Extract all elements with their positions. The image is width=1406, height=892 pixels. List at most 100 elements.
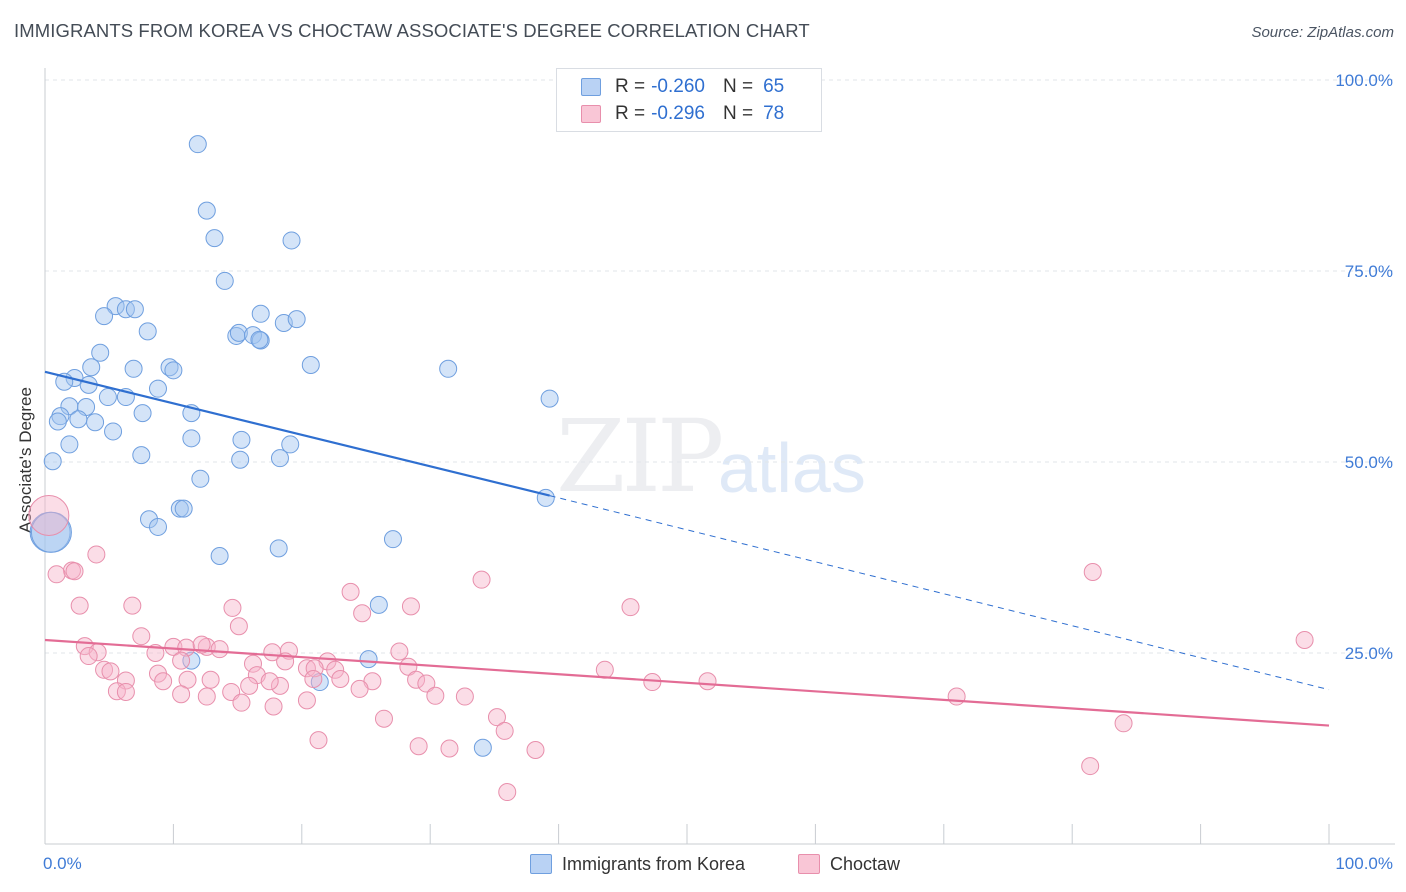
y-tick-label: 50.0% [1345, 453, 1393, 472]
choctaw-point [79, 647, 98, 666]
korea-point [250, 330, 269, 349]
choctaw-point [350, 679, 369, 698]
choctaw-point [455, 687, 474, 706]
choctaw-point [172, 685, 191, 704]
choctaw-point [70, 596, 89, 615]
korea-trendline-extension [549, 495, 1330, 691]
chart-title: IMMIGRANTS FROM KOREA VS CHOCTAW ASSOCIA… [14, 20, 810, 41]
korea-point [210, 546, 229, 565]
korea-point [540, 389, 559, 408]
choctaw-point [232, 693, 251, 712]
x-tick-label: 0.0% [43, 854, 82, 873]
korea-point [86, 413, 105, 432]
korea-point [282, 231, 301, 250]
korea-point [148, 379, 167, 398]
korea-point [106, 297, 125, 316]
choctaw-point [417, 674, 436, 693]
choctaw-point [65, 562, 84, 581]
choctaw-point [409, 737, 428, 756]
choctaw-point [472, 570, 491, 589]
korea-point [170, 499, 189, 518]
korea-point [91, 343, 110, 362]
legend-n-value: 65 [763, 76, 785, 97]
korea-point [60, 435, 79, 454]
choctaw-point [87, 545, 106, 564]
choctaw-point [1083, 563, 1102, 582]
y-tick-label: 75.0% [1345, 262, 1393, 281]
choctaw-point [304, 669, 323, 688]
legend-swatch-choctaw [581, 105, 601, 123]
choctaw-point [1295, 631, 1314, 650]
choctaw-point [192, 635, 211, 654]
korea-point [138, 322, 157, 341]
korea-point [132, 446, 151, 465]
korea-point [133, 404, 152, 423]
choctaw-point [244, 654, 263, 673]
choctaw-point [495, 721, 514, 740]
choctaw-point [172, 651, 191, 670]
choctaw-point [331, 669, 350, 688]
legend-row-choctaw: R = -0.296 N = 78 [581, 103, 784, 125]
watermark-zip: ZIP [556, 398, 724, 515]
choctaw-point [401, 597, 420, 616]
choctaw-point [240, 676, 259, 695]
choctaw-point [264, 697, 283, 716]
korea-point [48, 412, 67, 431]
korea-point [197, 201, 216, 220]
bottom-legend-choctaw[interactable]: Choctaw [798, 852, 900, 876]
choctaw-point [526, 741, 545, 760]
choctaw-point [374, 709, 393, 728]
korea-point [270, 449, 289, 468]
bottom-legend-swatch-choctaw [798, 854, 820, 874]
watermark-atlas: atlas [718, 429, 866, 507]
choctaw-point [1081, 757, 1100, 776]
korea-point [148, 517, 167, 536]
choctaw-point [487, 708, 506, 727]
choctaw-point [440, 739, 459, 758]
choctaw-point [595, 660, 614, 679]
choctaw-point [132, 627, 151, 646]
legend-n-label: N = [722, 103, 754, 124]
korea-point [281, 435, 300, 454]
choctaw-point [390, 642, 409, 661]
korea-point [125, 300, 144, 319]
korea-point [215, 271, 234, 290]
korea-point [229, 323, 248, 342]
korea-point [140, 510, 159, 529]
korea-point [104, 422, 123, 441]
korea-point [287, 310, 306, 329]
choctaw-point [1114, 714, 1133, 733]
choctaw-point [407, 670, 426, 689]
korea-trendline [44, 370, 550, 497]
choctaw-point [353, 604, 372, 623]
choctaw-point [47, 565, 66, 584]
korea-point [473, 738, 492, 757]
choctaw-point [297, 691, 316, 710]
korea-point [82, 358, 101, 377]
y-tick-label: 100.0% [1335, 71, 1393, 90]
choctaw-point [123, 596, 142, 615]
legend-n-label: N = [722, 76, 754, 97]
choctaw-point [107, 682, 126, 701]
legend-r-value: -0.296 [651, 103, 705, 124]
korea-point [251, 331, 270, 350]
legend-r-label: R = [615, 76, 646, 97]
korea-point [205, 229, 224, 248]
choctaw-point [698, 672, 717, 691]
choctaw-point [95, 660, 114, 679]
korea-point [191, 469, 210, 488]
korea-point [43, 452, 62, 471]
korea-point [536, 488, 555, 507]
korea-point [98, 388, 117, 407]
choctaw-point [309, 731, 328, 750]
choctaw-point [201, 670, 220, 689]
choctaw-point [223, 598, 242, 617]
korea-point [359, 650, 378, 669]
korea-point [124, 359, 143, 378]
bottom-legend-korea[interactable]: Immigrants from Korea [530, 852, 745, 876]
y-tick-label: 25.0% [1345, 644, 1393, 663]
choctaw-point [260, 672, 279, 691]
choctaw-point [947, 687, 966, 706]
choctaw-point [643, 673, 662, 692]
